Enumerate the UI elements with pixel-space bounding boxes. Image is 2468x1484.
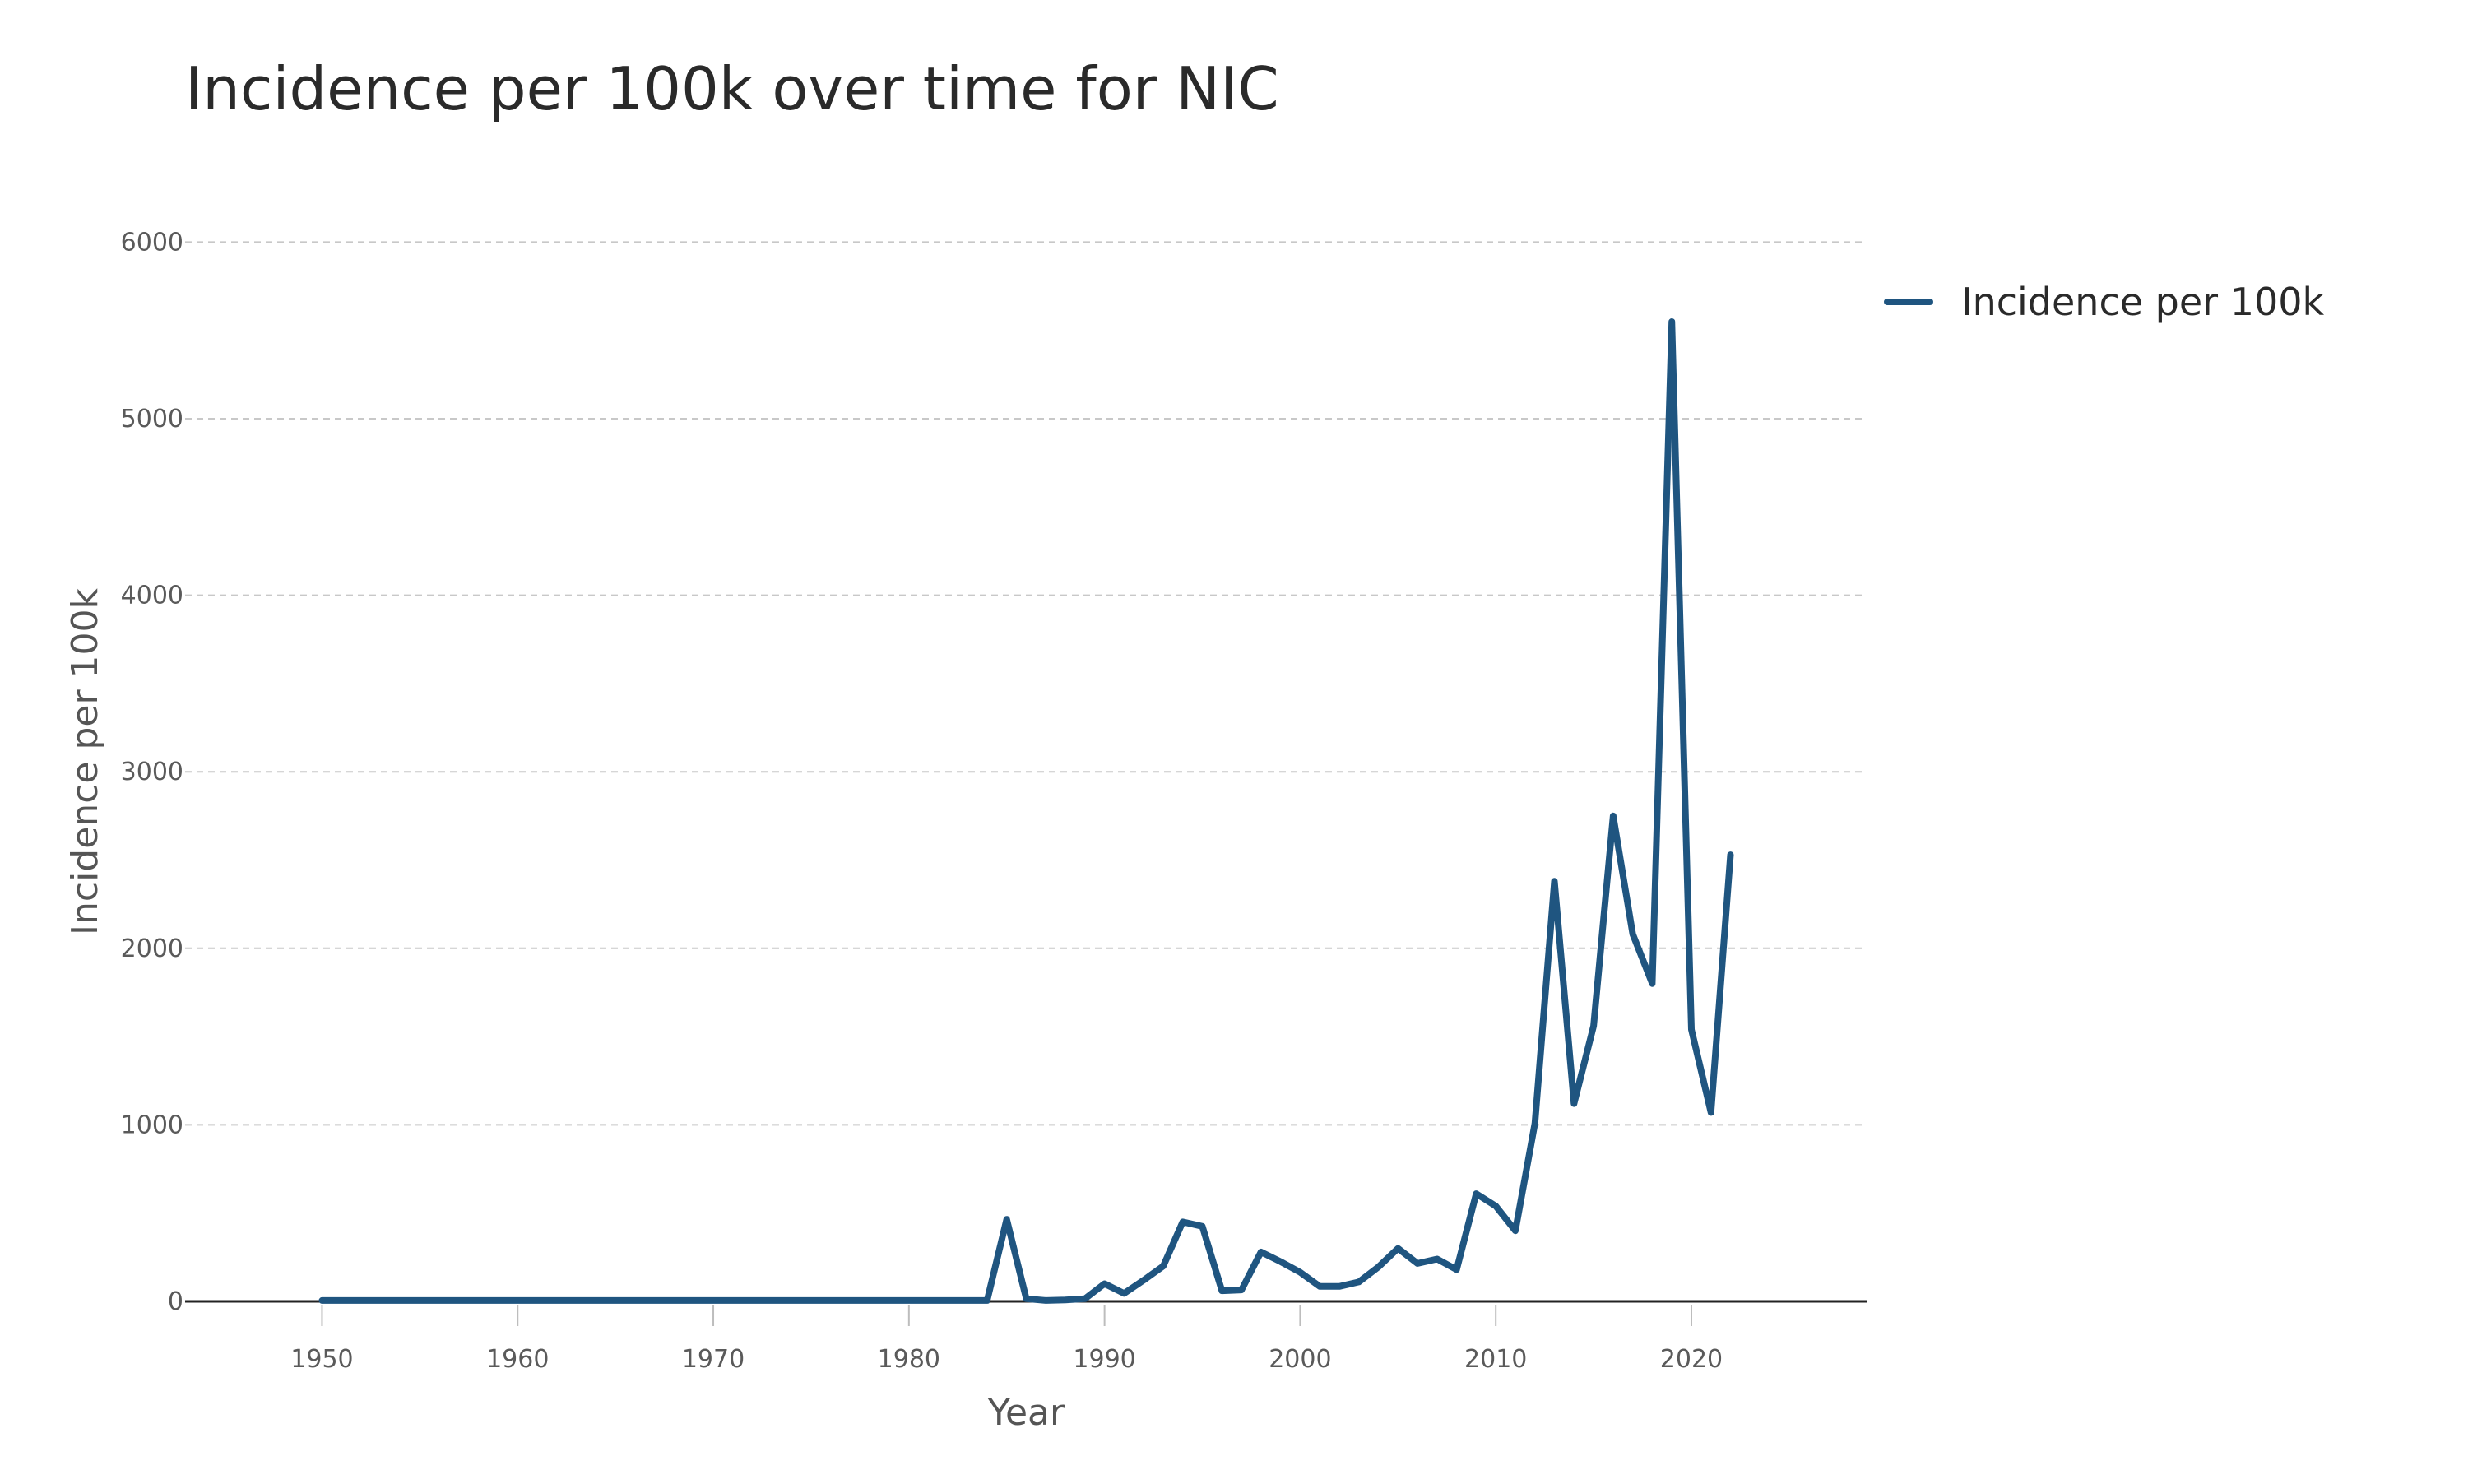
- x-tick-label: 1980: [878, 1345, 940, 1374]
- y-tick-label: 4000: [121, 582, 183, 610]
- x-tick-label: 1970: [682, 1345, 745, 1374]
- series-line: [318, 318, 1734, 1304]
- y-tick-label: 2000: [121, 934, 183, 963]
- chart-title: Incidence per 100k over time for NIC: [185, 54, 1279, 123]
- y-tick-label: 1000: [121, 1111, 183, 1139]
- y-axis-title: Incidence per 100k: [64, 588, 106, 935]
- x-tick-label: 1960: [486, 1345, 549, 1374]
- y-tick-label: 0: [168, 1287, 183, 1316]
- x-tick-label: 2020: [1660, 1345, 1723, 1374]
- legend-label: Incidence per 100k: [1961, 280, 2325, 324]
- x-tick-label: 1950: [290, 1345, 353, 1374]
- y-tick-label: 3000: [121, 758, 183, 786]
- x-axis-title: Year: [987, 1392, 1065, 1434]
- y-tick-label: 6000: [121, 228, 183, 257]
- x-tick-label: 2000: [1269, 1345, 1331, 1374]
- x-tick-label: 2010: [1464, 1345, 1527, 1374]
- legend-swatch: [1884, 299, 1933, 305]
- y-tick-label: 5000: [121, 405, 183, 434]
- x-tick-label: 1990: [1073, 1345, 1135, 1374]
- legend[interactable]: Incidence per 100k: [1884, 280, 2324, 324]
